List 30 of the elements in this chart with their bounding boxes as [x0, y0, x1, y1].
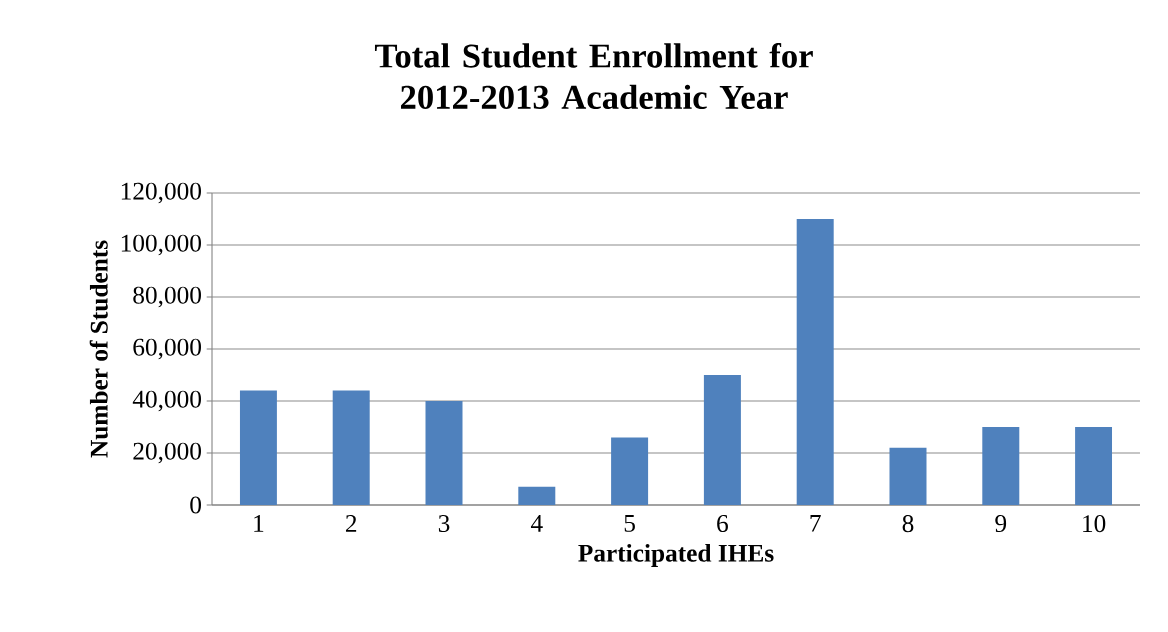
x-axis-title: Participated IHEs: [578, 543, 774, 567]
x-tick-label: 3: [438, 515, 450, 533]
y-tick-label: 20,000: [133, 442, 201, 464]
x-tick-label: 6: [717, 515, 728, 533]
y-tick-label: 100,000: [121, 234, 201, 256]
x-tick-label: 7: [810, 515, 821, 532]
bar: [332, 390, 370, 505]
x-tick-label: 8: [902, 515, 914, 533]
x-tick-label: 1: [254, 515, 264, 532]
x-tick-label: 9: [995, 515, 1007, 533]
bar: [611, 437, 649, 505]
chart-title: Total Student Enrollment for 2012-2013 Academic Year: [374, 42, 813, 110]
bar: [703, 374, 741, 505]
y-tick-label: 0: [190, 496, 201, 514]
bar: [239, 390, 277, 505]
y-tick-label: 120,000: [121, 182, 201, 204]
x-tick-label: 5: [624, 515, 635, 532]
x-tick-label: 10: [1083, 515, 1106, 533]
x-tick-label: 2: [345, 515, 357, 532]
bar: [1075, 426, 1113, 505]
x-tick-label: 4: [530, 515, 543, 532]
bar: [982, 426, 1020, 505]
bar: [889, 447, 927, 505]
y-tick-label: 40,000: [132, 390, 201, 412]
bar: [425, 400, 463, 505]
y-axis-title: Number of Students: [89, 240, 108, 458]
bar: [796, 218, 834, 505]
bar: [518, 486, 556, 505]
y-tick-label: 80,000: [133, 286, 201, 308]
y-tick-label: 60,000: [133, 338, 201, 360]
